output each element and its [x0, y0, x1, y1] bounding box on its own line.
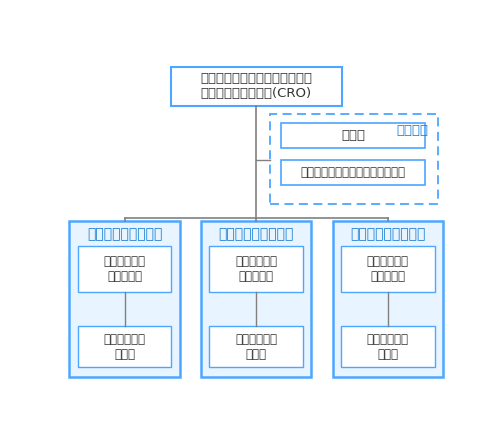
FancyBboxPatch shape — [78, 326, 172, 367]
FancyBboxPatch shape — [210, 326, 303, 367]
Text: 個人情報保護
管理者: 個人情報保護 管理者 — [235, 333, 277, 361]
FancyBboxPatch shape — [70, 221, 180, 377]
FancyBboxPatch shape — [282, 123, 425, 148]
FancyBboxPatch shape — [341, 247, 434, 292]
Text: 最高コンプライアンス・リスク
マネジメント責任者(CRO): 最高コンプライアンス・リスク マネジメント責任者(CRO) — [200, 72, 312, 100]
FancyBboxPatch shape — [332, 221, 443, 377]
Text: 専門部署: 専門部署 — [396, 124, 428, 137]
FancyBboxPatch shape — [171, 67, 342, 105]
FancyBboxPatch shape — [341, 326, 434, 367]
Text: 個人情報保護
管理責任者: 個人情報保護 管理責任者 — [367, 255, 409, 284]
FancyBboxPatch shape — [210, 247, 303, 292]
Text: 各本部・カンパニー: 各本部・カンパニー — [350, 227, 426, 241]
Text: 個人情報保護
管理者: 個人情報保護 管理者 — [367, 333, 409, 361]
Text: リスク・情報セキュリティ統括部: リスク・情報セキュリティ統括部 — [300, 166, 406, 179]
FancyBboxPatch shape — [201, 221, 312, 377]
Text: 各本部・カンパニー: 各本部・カンパニー — [218, 227, 294, 241]
Text: 個人情報保護
管理者: 個人情報保護 管理者 — [104, 333, 146, 361]
Text: 法務部: 法務部 — [341, 129, 365, 142]
Text: 各本部・カンパニー: 各本部・カンパニー — [87, 227, 162, 241]
FancyBboxPatch shape — [282, 160, 425, 185]
Text: 個人情報保護
管理責任者: 個人情報保護 管理責任者 — [104, 255, 146, 284]
FancyBboxPatch shape — [78, 247, 172, 292]
Text: 個人情報保護
管理責任者: 個人情報保護 管理責任者 — [235, 255, 277, 284]
FancyBboxPatch shape — [270, 114, 438, 204]
